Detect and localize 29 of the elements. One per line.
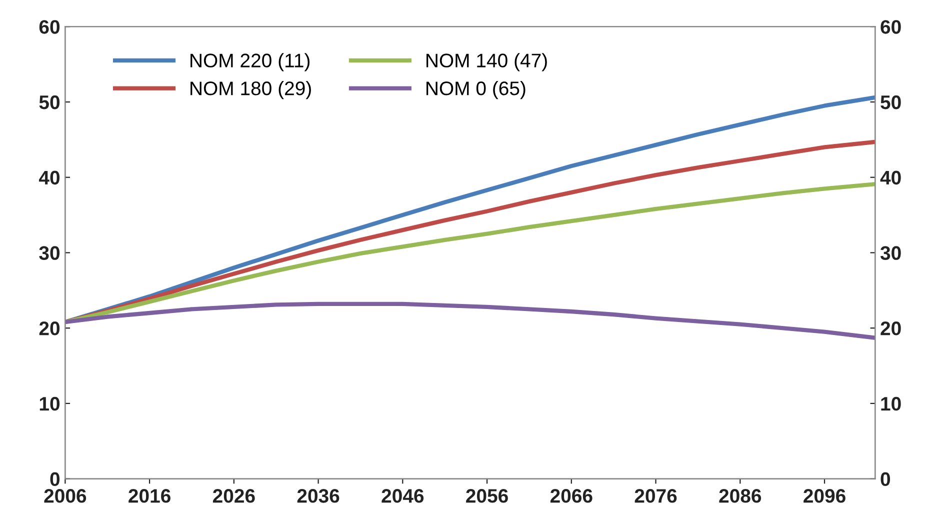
y2-tick-label: 20: [880, 322, 901, 336]
y-tick-label: 40: [38, 170, 60, 185]
y2-tick-label: 60: [880, 20, 901, 34]
y-tick-label: 60: [39, 20, 60, 34]
y-tick-label: 20: [39, 322, 60, 336]
x-tick-label: 2036: [297, 489, 340, 503]
y-tick-label: 50: [39, 95, 60, 110]
x-tick-label: 2096: [804, 489, 846, 503]
x-tick-label: 2056: [466, 489, 508, 503]
x-tick-label: 2066: [550, 489, 592, 503]
x-tick-label: 2076: [634, 489, 677, 503]
y2-tick-label: 40: [880, 170, 901, 185]
legend-label: NOM 180 (29): [190, 80, 311, 100]
legend-label: NOM 220 (11): [190, 53, 310, 72]
x-tick-label: 2026: [212, 489, 255, 503]
y2-tick-label: 0: [880, 472, 890, 486]
y2-tick-label: 30: [880, 246, 901, 260]
legend-label: NOM 140 (47): [426, 53, 547, 72]
y-tick-label: 10: [40, 396, 60, 411]
y2-tick-label: 50: [880, 95, 901, 110]
x-tick-label: 2046: [382, 489, 424, 503]
y-tick-label: 0: [50, 472, 60, 486]
x-tick-label: 2016: [128, 489, 170, 503]
x-tick-label: 2086: [719, 489, 762, 503]
line-series: [65, 302, 876, 340]
x-tick-label: 2006: [44, 489, 86, 503]
legend-label: NOM 0 (65): [426, 80, 526, 100]
y2-tick-label: 10: [881, 396, 901, 411]
y-tick-label: 30: [39, 246, 60, 260]
